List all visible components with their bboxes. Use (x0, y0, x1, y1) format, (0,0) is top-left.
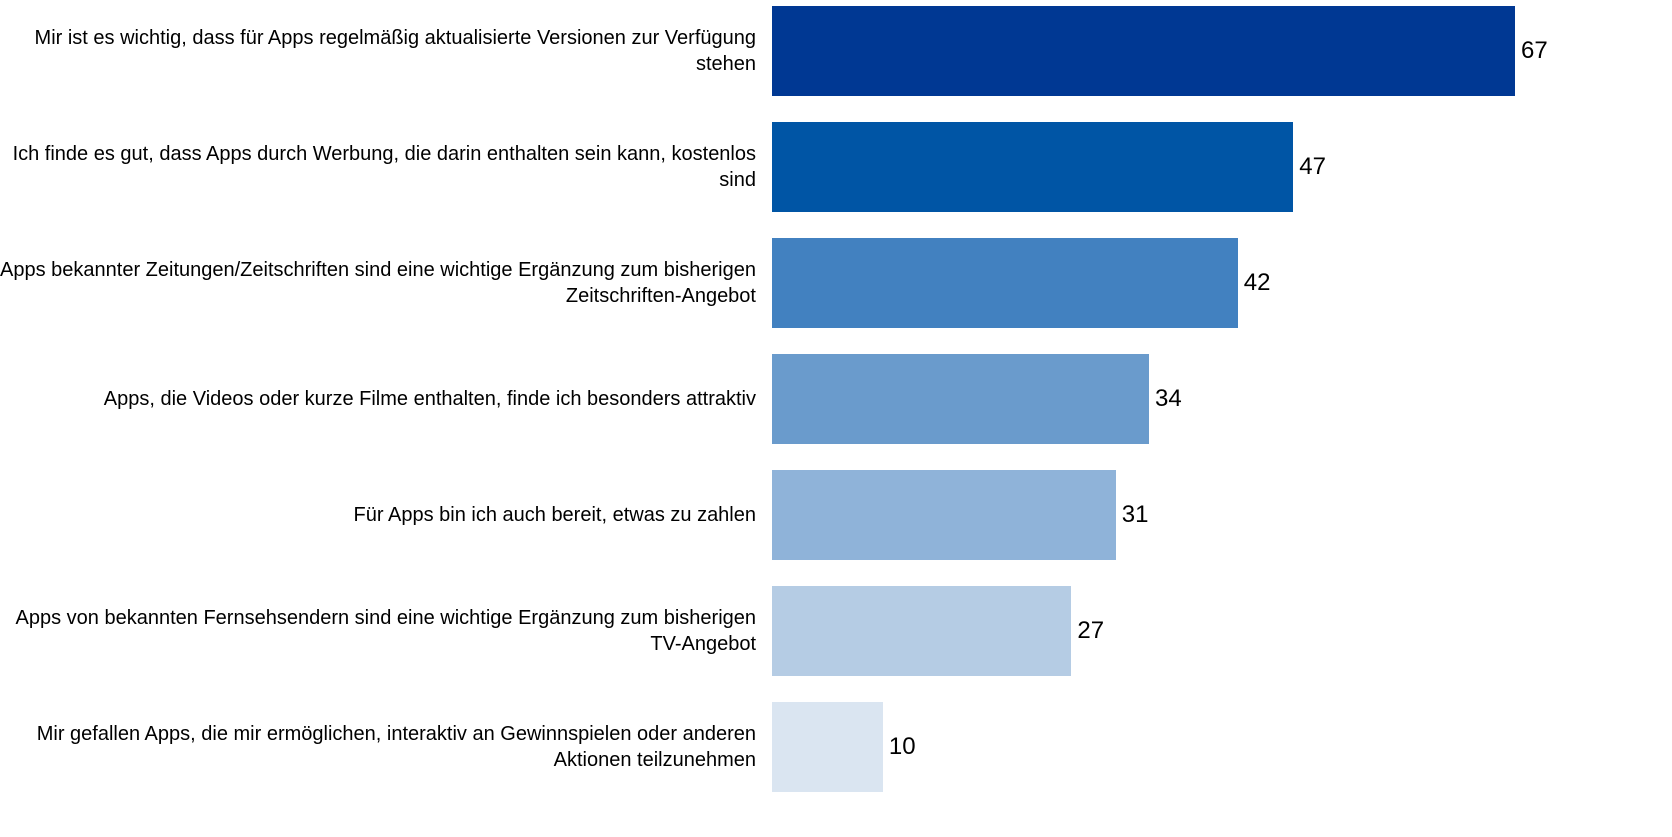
value-label: 67 (1521, 37, 1548, 64)
value-label: 27 (1077, 617, 1105, 644)
category-label: Apps bekannter Zeitungen/Zeitschriften s… (0, 259, 756, 307)
bar (772, 6, 1516, 96)
category-label: Mir gefallen Apps, die mir ermöglichen, … (36, 723, 756, 771)
bar (772, 702, 883, 792)
value-label: 10 (888, 733, 916, 760)
bar (772, 238, 1238, 328)
bar (772, 354, 1150, 444)
category-label: Mir ist es wichtig, dass für Apps regelm… (34, 27, 756, 75)
category-label: Ich finde es gut, dass Apps durch Werbun… (12, 143, 756, 191)
category-label: Apps von bekannten Fernsehsendern sind e… (15, 607, 756, 655)
value-label: 34 (1155, 385, 1182, 412)
value-label: 42 (1243, 269, 1271, 296)
category-label: Apps, die Videos oder kurze Filme enthal… (103, 388, 756, 410)
value-label: 31 (1121, 501, 1149, 528)
bar (772, 470, 1116, 560)
value-label: 47 (1299, 153, 1326, 180)
bar (772, 122, 1294, 212)
category-label: Für Apps bin ich auch bereit, etwas zu z… (353, 504, 756, 526)
bar (772, 586, 1072, 676)
